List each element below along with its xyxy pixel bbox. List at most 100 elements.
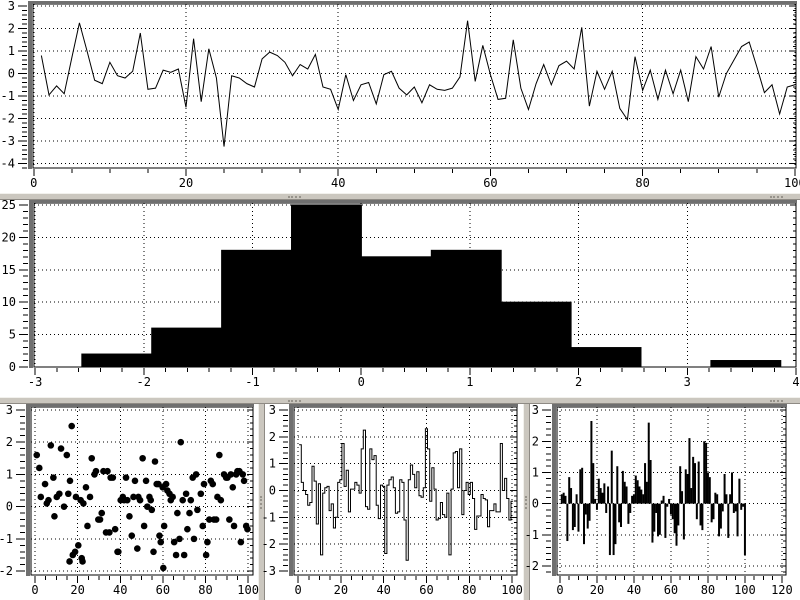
svg-text:-1: -1 (525, 528, 539, 542)
svg-text:2: 2 (532, 434, 539, 448)
sash-grip (260, 496, 262, 509)
svg-text:0: 0 (30, 176, 37, 190)
svg-text:20: 20 (179, 176, 193, 190)
sunken-border (28, 1, 797, 169)
svg-text:60: 60 (156, 583, 170, 597)
axes (279, 409, 517, 583)
sash-grip (770, 196, 783, 198)
svg-text:1: 1 (466, 375, 473, 389)
axes (19, 204, 797, 375)
svg-text:-2: -2 (137, 375, 151, 389)
grid (294, 407, 517, 575)
scatter-chart[interactable]: 0 20 40 60 80 100 3 2 1 0 -1 -2 (0, 403, 259, 597)
tick-labels: -3 -2 -1 0 1 2 3 4 0 5 10 15 20 25 (2, 198, 800, 389)
axes (542, 409, 786, 583)
svg-text:60: 60 (419, 583, 433, 597)
svg-text:15: 15 (2, 263, 16, 277)
tick-labels: 0 20 40 60 80 100 3 2 1 0 -1 -2 -3 (262, 403, 523, 597)
svg-text:-3: -3 (1, 134, 15, 148)
svg-text:1: 1 (532, 465, 539, 479)
svg-text:5: 5 (9, 328, 16, 342)
horizontal-sash-bottom[interactable] (0, 397, 800, 404)
sunken-border (289, 404, 518, 576)
svg-text:100: 100 (734, 583, 756, 597)
tick-labels: 0 20 40 60 80 100 3 2 1 0 -1 -2 (0, 403, 259, 597)
svg-text:0: 0 (9, 360, 16, 374)
svg-text:80: 80 (701, 583, 715, 597)
steps-chart[interactable]: 0 20 40 60 80 100 3 2 1 0 -1 -2 -3 (262, 403, 523, 597)
svg-text:40: 40 (331, 176, 345, 190)
svg-text:0: 0 (294, 583, 301, 597)
grid (31, 407, 253, 575)
noise-line-series (40, 20, 796, 147)
svg-text:60: 60 (483, 176, 497, 190)
svg-text:2: 2 (6, 435, 13, 449)
svg-text:80: 80 (635, 176, 649, 190)
sash-grip (525, 496, 527, 509)
svg-text:40: 40 (376, 583, 390, 597)
steps-series (299, 428, 514, 561)
svg-text:20: 20 (334, 583, 348, 597)
tick-labels: 0 20 40 60 80 100 3 2 1 0 -1 -2 -3 -4 (1, 0, 800, 190)
svg-text:-2: -2 (0, 564, 13, 578)
impulses-series (560, 421, 746, 556)
svg-text:0: 0 (556, 583, 563, 597)
svg-text:-3: -3 (262, 564, 276, 578)
svg-text:4: 4 (792, 375, 799, 389)
svg-text:-2: -2 (262, 537, 276, 551)
svg-text:1: 1 (269, 457, 276, 471)
svg-text:3: 3 (6, 403, 13, 417)
svg-text:1: 1 (6, 467, 13, 481)
plot-frame (293, 406, 518, 576)
histogram-series (81, 204, 782, 368)
svg-text:-1: -1 (262, 510, 276, 524)
svg-text:20: 20 (2, 230, 16, 244)
noise-line-chart[interactable]: 0 20 40 60 80 100 3 2 1 0 -1 -2 -3 -4 (1, 0, 800, 190)
svg-text:-4: -4 (1, 157, 15, 171)
svg-text:3: 3 (532, 403, 539, 417)
grid (557, 407, 786, 575)
svg-text:3: 3 (269, 403, 276, 417)
svg-text:0: 0 (8, 67, 15, 81)
svg-text:-1: -1 (1, 89, 15, 103)
svg-text:0: 0 (31, 583, 38, 597)
histogram-chart[interactable]: -3 -2 -1 0 1 2 3 4 0 5 10 15 20 25 (2, 198, 800, 389)
svg-text:-2: -2 (525, 559, 539, 573)
vertical-sash-right[interactable] (523, 404, 530, 600)
horizontal-sash-top[interactable] (0, 193, 800, 200)
svg-text:100: 100 (784, 176, 800, 190)
sash-grip (770, 400, 783, 402)
svg-text:80: 80 (198, 583, 212, 597)
svg-text:120: 120 (771, 583, 793, 597)
svg-text:20: 20 (590, 583, 604, 597)
svg-text:3: 3 (8, 0, 15, 13)
sash-grip (288, 400, 301, 402)
svg-text:-1: -1 (0, 532, 13, 546)
svg-text:-2: -2 (1, 112, 15, 126)
impulses-chart[interactable]: 0 20 40 60 80 100 120 3 2 1 0 -1 -2 (525, 403, 793, 597)
sash-grip (288, 196, 301, 198)
svg-text:40: 40 (627, 583, 641, 597)
svg-text:80: 80 (462, 583, 476, 597)
svg-text:0: 0 (358, 375, 365, 389)
scatter-series (33, 422, 251, 572)
svg-text:25: 25 (2, 198, 16, 212)
axes (18, 5, 796, 176)
svg-text:2: 2 (8, 22, 15, 36)
svg-text:0: 0 (532, 497, 539, 511)
svg-text:20: 20 (70, 583, 84, 597)
svg-text:3: 3 (684, 375, 691, 389)
svg-text:2: 2 (575, 375, 582, 389)
sunken-border (552, 404, 787, 576)
vertical-sash-left[interactable] (258, 404, 265, 600)
svg-text:-1: -1 (245, 375, 259, 389)
svg-text:0: 0 (269, 483, 276, 497)
tick-labels: 0 20 40 60 80 100 120 3 2 1 0 -1 -2 (525, 403, 793, 597)
svg-text:1: 1 (8, 44, 15, 58)
plot-frame (30, 406, 254, 576)
svg-text:40: 40 (113, 583, 127, 597)
svg-text:100: 100 (237, 583, 259, 597)
svg-text:60: 60 (664, 583, 678, 597)
